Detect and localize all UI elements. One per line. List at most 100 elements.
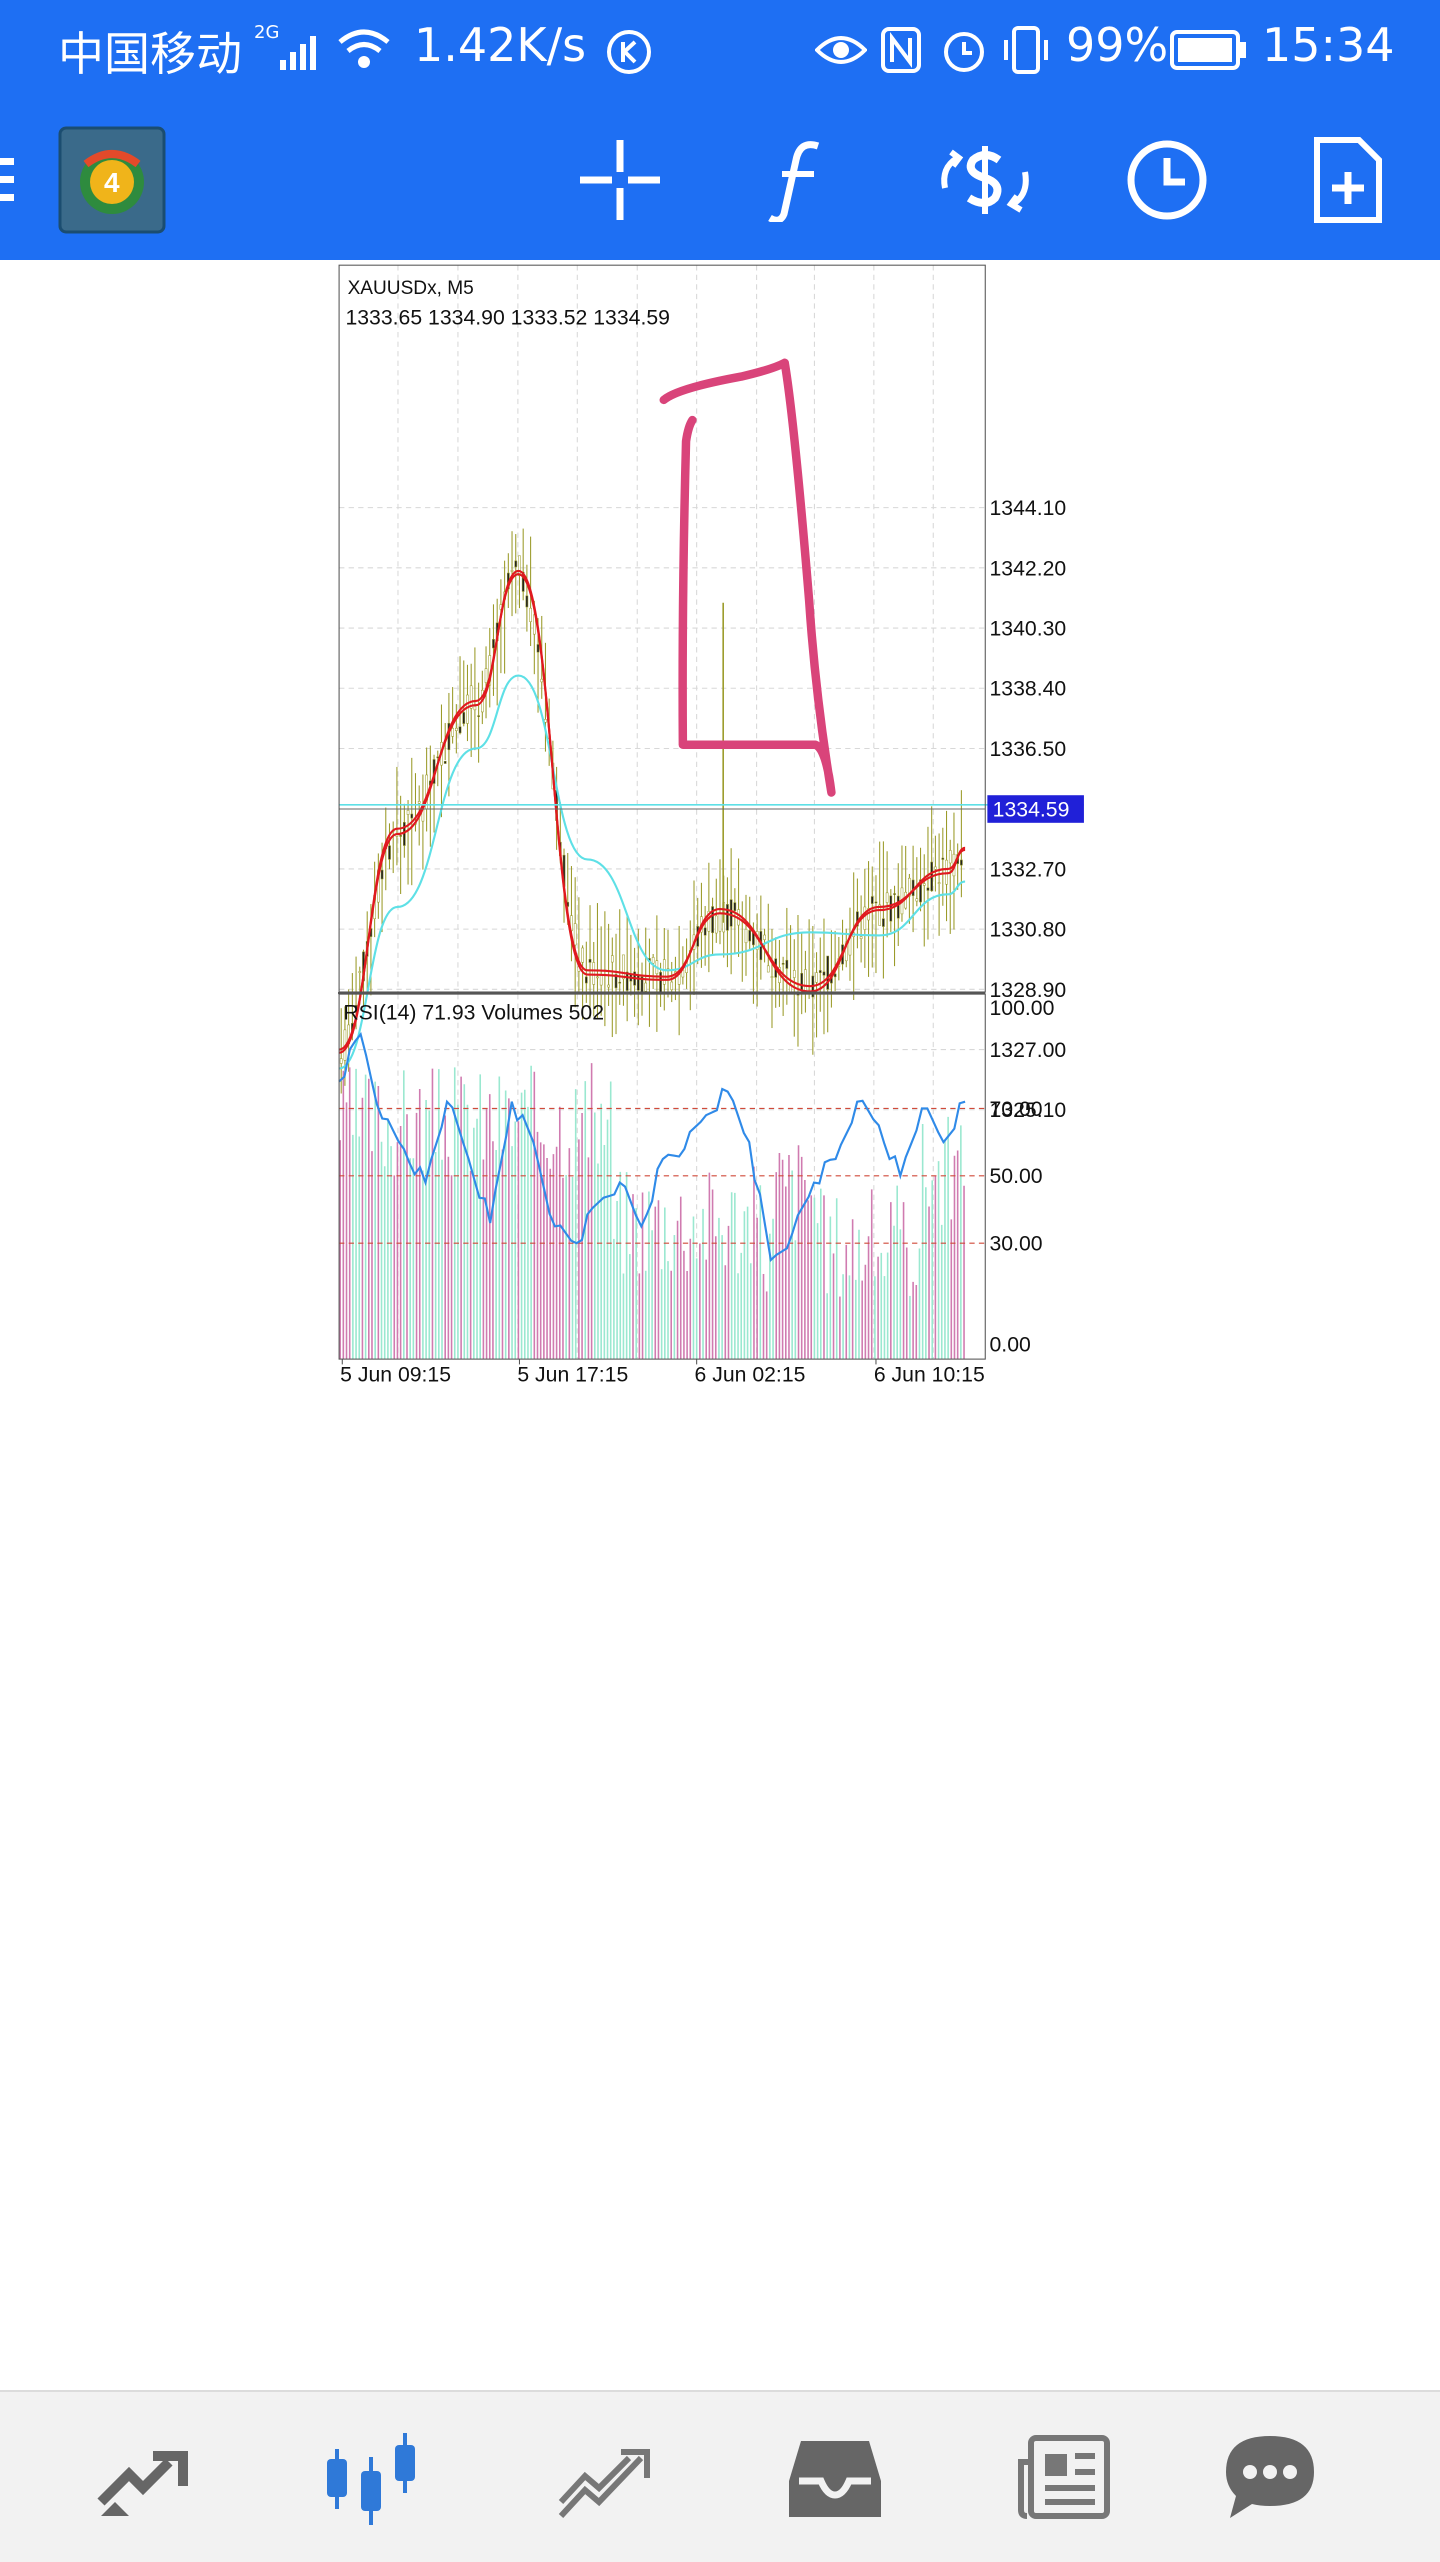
candle-body: [844, 941, 848, 962]
time-axis-label: 5 Jun 17:15: [517, 1363, 628, 1386]
time-axis-label: 5 Jun 09:15: [340, 1363, 451, 1386]
candle-body: [882, 918, 885, 927]
indicator-lines: [338, 569, 1084, 1263]
candle-body: [733, 902, 737, 912]
candle-body: [644, 982, 648, 992]
candle-body: [822, 971, 826, 976]
candle-body: [922, 883, 926, 886]
price-chart[interactable]: 1344.10 1342.20 1340.30 1338.40 1336.50 1332.…: [0, 262, 1440, 1392]
price-tick-label: 1332.70: [990, 858, 1067, 881]
candle-body: [525, 595, 529, 608]
candle-body: [662, 959, 666, 985]
trade-icon: [558, 2449, 650, 2519]
candle-body: [926, 887, 930, 891]
top-toolbar: 4: [0, 100, 1440, 260]
rsi-tick-label: 100.00: [990, 997, 1055, 1020]
candle-body: [781, 963, 785, 965]
candle-body: [462, 712, 466, 724]
candle-body: [625, 971, 629, 991]
candle-body: [473, 706, 477, 711]
menu-icon: [0, 158, 14, 201]
candle-body: [380, 869, 384, 880]
candle-body: [878, 904, 882, 926]
price-tick-label: 1336.50: [990, 738, 1067, 761]
candle-body: [915, 898, 919, 902]
alarm-icon: [944, 32, 984, 72]
candle-body: [588, 959, 592, 963]
network-speed: 1.42K/s: [414, 18, 587, 72]
price-tick-label: 1327.00: [990, 1039, 1067, 1062]
timeframe-button[interactable]: [1107, 120, 1227, 240]
candle-body: [540, 678, 544, 683]
candle-body: [388, 845, 391, 860]
mt4-logo-button[interactable]: 4: [52, 120, 172, 240]
candle-body: [896, 895, 900, 919]
ma-slow-line: [338, 674, 966, 1070]
candle-body: [670, 981, 674, 991]
menu-button[interactable]: [0, 120, 40, 240]
candle-body: [960, 859, 963, 866]
current-price-label: 1334.59: [993, 798, 1070, 821]
candle-body: [573, 923, 577, 946]
candle-body: [518, 555, 521, 576]
candle-body: [934, 866, 937, 870]
nav-news[interactable]: [990, 2412, 1140, 2542]
candle-body: [618, 981, 622, 984]
nav-quotes[interactable]: [68, 2412, 218, 2542]
candle-body: [354, 1005, 358, 1009]
candle-body: [703, 927, 707, 936]
candle-body: [874, 901, 878, 904]
new-order-button[interactable]: [1288, 120, 1408, 240]
nav-chat[interactable]: [1195, 2412, 1345, 2542]
bottom-navigation: [0, 2390, 1440, 2562]
mt4-logo: 4: [58, 126, 166, 234]
candle-body: [948, 850, 952, 864]
crosshair-button[interactable]: [560, 120, 680, 240]
symbol-label: XAUUSDx, M5: [348, 278, 474, 299]
chart-labels: 1344.10 1342.20 1340.30 1338.40 1336.50 1332.…: [340, 278, 1084, 1386]
candle-body: [455, 727, 458, 731]
candle-body: [458, 726, 462, 734]
candle-body: [521, 571, 525, 592]
trade-button[interactable]: [925, 120, 1045, 240]
candle-body: [532, 614, 536, 635]
candle-body: [544, 719, 547, 723]
candle-body: [581, 947, 584, 963]
candle-body: [941, 857, 945, 860]
vibrate-icon: [1004, 26, 1048, 74]
signal-icon: [280, 36, 316, 70]
candle-body: [584, 976, 588, 984]
nav-history[interactable]: [760, 2412, 910, 2542]
rsi-tick-label: 0.00: [990, 1334, 1031, 1357]
nav-trade[interactable]: [530, 2412, 680, 2542]
price-tag: [987, 795, 1084, 823]
chart-frame: [338, 264, 986, 1360]
ohlc-label: 1333.65 1334.90 1333.52 1334.59: [345, 307, 669, 330]
candle-body: [610, 955, 614, 963]
chart-grid: [339, 265, 986, 1360]
price-tick-label: 1330.80: [990, 919, 1067, 942]
candles: [339, 528, 963, 1094]
candle-body: [770, 976, 774, 978]
candle-body: [622, 954, 625, 980]
crosshair-icon: [580, 140, 660, 220]
history-icon: [789, 2441, 881, 2517]
candle-body: [510, 570, 514, 572]
candle-body: [792, 970, 796, 978]
battery-icon: [1170, 30, 1246, 70]
indicators-button[interactable]: [740, 120, 860, 240]
candle-body: [729, 899, 733, 927]
k-badge-icon: [607, 30, 651, 74]
price-tick-label: 1342.20: [990, 557, 1067, 580]
nav-chart[interactable]: [298, 2412, 448, 2542]
candle-body: [477, 715, 480, 717]
candle-body: [536, 644, 540, 653]
candle-body: [514, 560, 518, 568]
candle-body: [443, 760, 447, 764]
news-icon: [1018, 2435, 1110, 2519]
candle-body: [919, 879, 922, 903]
battery-percent: 99%: [1066, 18, 1169, 72]
candle-body: [859, 936, 863, 939]
candle-body: [818, 970, 822, 973]
candle-body: [484, 668, 488, 683]
